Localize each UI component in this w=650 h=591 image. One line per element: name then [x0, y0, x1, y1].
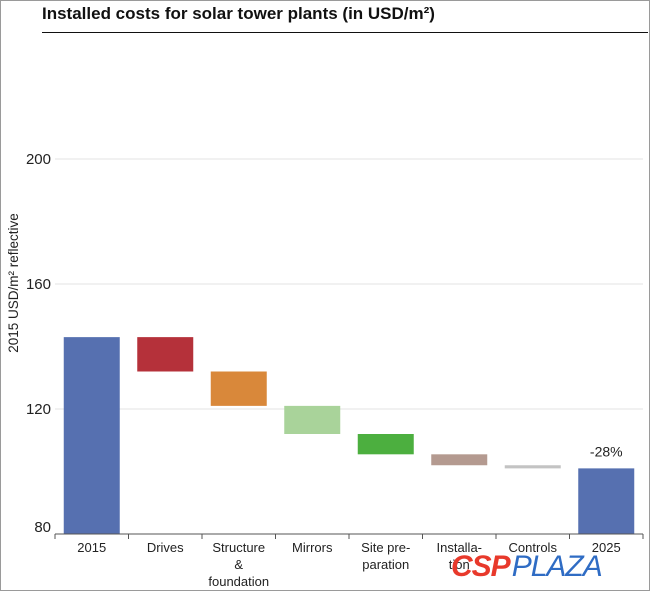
x-label-drives: Drives: [147, 540, 184, 555]
bar-controls: [504, 465, 561, 469]
y-tick-label-80: 80: [34, 519, 51, 536]
y-axis-tick-labels: 80 120 160 200: [26, 151, 51, 536]
bar-installation: [431, 454, 488, 466]
x-axis-category-labels: 2015 Drives Structure & foundation Mirrors Sit…: [77, 540, 620, 589]
svg-text:CSPPLAZA: CSPPLAZA: [451, 550, 602, 581]
x-label-site-preparation: Site pre-paration: [361, 540, 410, 572]
gridlines: [55, 158, 643, 410]
bar-structure-foundation: [210, 371, 267, 406]
chart-title: Installed costs for solar tower plants (…: [42, 4, 435, 23]
bar-mirrors: [284, 405, 341, 434]
x-label-controls: Controls: [509, 540, 558, 555]
bar-site-preparation: [357, 434, 414, 455]
x-label-2025: 2025: [592, 540, 621, 555]
y-tick-label-160: 160: [26, 276, 51, 293]
title-underline: [42, 32, 648, 33]
watermark-plaza: PLAZA: [512, 550, 602, 581]
x-label-2015: 2015: [77, 540, 106, 555]
x-label-mirrors: Mirrors: [292, 540, 333, 555]
bars: [63, 337, 635, 534]
x-label-structure-foundation: Structure & foundation: [208, 540, 269, 589]
x-label-installation: Installa-tion: [436, 540, 482, 572]
y-axis-label: 2015 USD/m² reflective: [6, 213, 21, 353]
x-axis-ticks: [54, 534, 644, 539]
annotations: -28%: [590, 443, 623, 459]
bar-2025: [578, 468, 635, 534]
annotation-label: -28%: [590, 443, 623, 459]
watermark-csp: CSP: [451, 550, 512, 581]
bar-2015: [63, 337, 120, 534]
y-tick-label-200: 200: [26, 151, 51, 168]
bar-drives: [137, 337, 194, 372]
y-tick-label-120: 120: [26, 401, 51, 418]
csp-plaza-watermark: CSPPLAZA: [451, 550, 603, 581]
